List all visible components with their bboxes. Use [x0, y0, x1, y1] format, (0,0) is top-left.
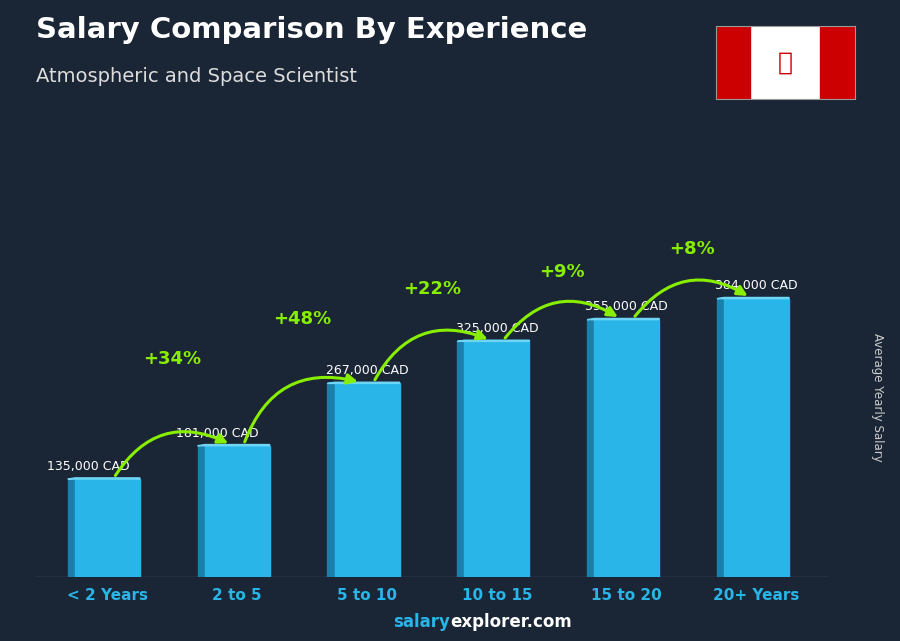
Text: +22%: +22% — [403, 279, 461, 297]
Bar — [464, 342, 529, 577]
Bar — [594, 320, 659, 577]
Bar — [328, 383, 335, 577]
Polygon shape — [587, 319, 659, 320]
Bar — [75, 479, 140, 577]
Bar — [335, 383, 400, 577]
Text: 355,000 CAD: 355,000 CAD — [585, 301, 668, 313]
Polygon shape — [328, 382, 400, 383]
Polygon shape — [68, 478, 140, 479]
Polygon shape — [457, 340, 529, 342]
Bar — [68, 479, 75, 577]
Text: 135,000 CAD: 135,000 CAD — [47, 460, 130, 473]
Bar — [198, 445, 205, 577]
Bar — [820, 26, 855, 99]
Text: 325,000 CAD: 325,000 CAD — [455, 322, 538, 335]
Bar — [724, 299, 789, 577]
Text: 384,000 CAD: 384,000 CAD — [716, 279, 798, 292]
Text: 🍁: 🍁 — [778, 51, 793, 74]
Text: 181,000 CAD: 181,000 CAD — [176, 426, 259, 440]
Text: salary: salary — [393, 613, 450, 631]
Bar — [717, 299, 725, 577]
Text: +34%: +34% — [143, 349, 202, 367]
Bar — [751, 26, 820, 99]
Bar — [457, 342, 464, 577]
Text: explorer.com: explorer.com — [450, 613, 572, 631]
Text: Atmospheric and Space Scientist: Atmospheric and Space Scientist — [36, 67, 357, 87]
Bar — [587, 320, 594, 577]
Polygon shape — [717, 297, 789, 299]
Text: +8%: +8% — [669, 240, 715, 258]
Text: +48%: +48% — [273, 310, 331, 328]
Text: Salary Comparison By Experience: Salary Comparison By Experience — [36, 16, 587, 44]
Bar — [205, 445, 270, 577]
Bar — [716, 26, 751, 99]
Text: 267,000 CAD: 267,000 CAD — [326, 364, 409, 378]
Text: +9%: +9% — [539, 263, 585, 281]
Text: Average Yearly Salary: Average Yearly Salary — [871, 333, 884, 462]
